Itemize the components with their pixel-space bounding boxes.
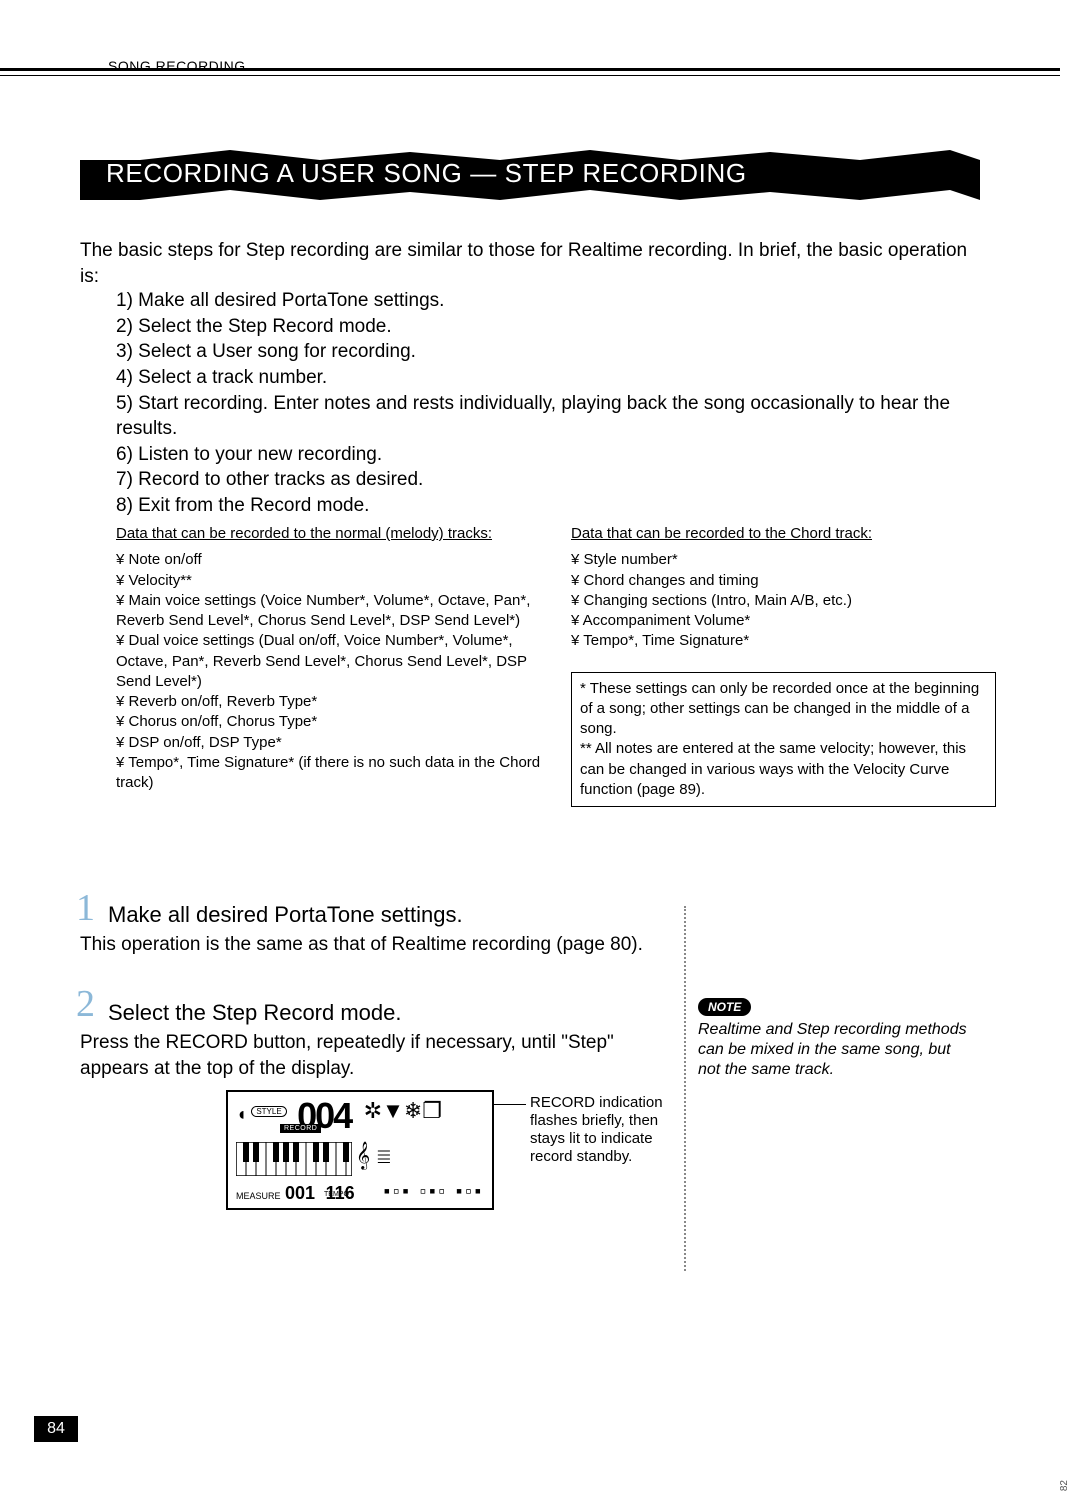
step-1: 1) Make all desired PortaTone settings. bbox=[116, 288, 986, 314]
lcd-icons: ✲▼❄❐ bbox=[364, 1098, 442, 1124]
chord-item: ¥ Style number* bbox=[571, 550, 996, 570]
melody-track-col: Data that can be recorded to the normal … bbox=[116, 524, 541, 807]
chord-item: ¥ Accompaniment Volume* bbox=[571, 611, 996, 631]
melody-heading: Data that can be recorded to the normal … bbox=[116, 524, 541, 544]
note-badge: NOTE bbox=[698, 998, 751, 1016]
callout-text: RECORD indication flashes briefly, then … bbox=[530, 1094, 690, 1166]
melody-item: ¥ Reverb on/off, Reverb Type* bbox=[116, 692, 541, 712]
lcd-staff-icon: 𝄞 ≣ bbox=[356, 1142, 391, 1170]
melody-item: ¥ Chorus on/off, Chorus Type* bbox=[116, 712, 541, 732]
side-number: 82 bbox=[1059, 1480, 1070, 1491]
step-8: 8) Exit from the Record mode. bbox=[116, 493, 986, 519]
vertical-divider bbox=[684, 906, 686, 1271]
step-number-2: 2 bbox=[76, 982, 95, 1026]
chord-track-col: Data that can be recorded to the Chord t… bbox=[571, 524, 996, 807]
lcd-style-label: STYLE bbox=[251, 1106, 286, 1117]
ribbon-title: RECORDING A USER SONG — STEP RECORDING bbox=[106, 158, 747, 189]
footnote-box: * These settings can only be recorded on… bbox=[571, 672, 996, 808]
chord-item: ¥ Changing sections (Intro, Main A/B, et… bbox=[571, 591, 996, 611]
lcd-track-indicators: ▪▫▪ ▫▪▫ ▪▫▪ bbox=[384, 1181, 484, 1202]
melody-item: ¥ Velocity** bbox=[116, 571, 541, 591]
note-body: Realtime and Step recording methods can … bbox=[698, 1020, 968, 1080]
section-ribbon: RECORDING A USER SONG — STEP RECORDING bbox=[80, 150, 980, 205]
lcd-keyboard-icon bbox=[236, 1142, 352, 1176]
step-4: 4) Select a track number. bbox=[116, 365, 986, 391]
step-2-body: Press the RECORD button, repeatedly if n… bbox=[80, 1030, 670, 1081]
chord-item: ¥ Chord changes and timing bbox=[571, 571, 996, 591]
melody-item: ¥ Tempo*, Time Signature* (if there is n… bbox=[116, 753, 541, 794]
header-rule-thin bbox=[0, 75, 1060, 76]
lcd-tempo-label: TEMPO bbox=[324, 1191, 349, 1198]
intro-text: The basic steps for Step recording are s… bbox=[80, 238, 980, 289]
step-2-heading: Select the Step Record mode. bbox=[108, 1000, 402, 1026]
basic-steps-list: 1) Make all desired PortaTone settings. … bbox=[116, 288, 986, 519]
lcd-measure-label: MEASURE bbox=[236, 1191, 281, 1201]
step-7: 7) Record to other tracks as desired. bbox=[116, 467, 986, 493]
step-5: 5) Start recording. Enter notes and rest… bbox=[116, 391, 986, 442]
lcd-measure-num: 001 bbox=[285, 1183, 315, 1203]
step-number-1: 1 bbox=[76, 886, 95, 930]
step-6: 6) Listen to your new recording. bbox=[116, 442, 986, 468]
step-2: 2) Select the Step Record mode. bbox=[116, 314, 986, 340]
chord-heading: Data that can be recorded to the Chord t… bbox=[571, 524, 996, 544]
page-number: 84 bbox=[34, 1416, 78, 1442]
lcd-display: ◖ STYLE 004 ✲▼❄❐ RECORD 𝄞 ≣ MEASURE 001 … bbox=[226, 1090, 494, 1210]
step-1-heading: Make all desired PortaTone settings. bbox=[108, 902, 463, 928]
melody-item: ¥ Dual voice settings (Dual on/off, Voic… bbox=[116, 631, 541, 692]
lcd-record-indicator: RECORD bbox=[280, 1124, 321, 1133]
melody-item: ¥ Note on/off bbox=[116, 550, 541, 570]
section-name: SONG RECORDING bbox=[108, 58, 246, 74]
step-3: 3) Select a User song for recording. bbox=[116, 339, 986, 365]
melody-item: ¥ Main voice settings (Voice Number*, Vo… bbox=[116, 591, 541, 632]
melody-item: ¥ DSP on/off, DSP Type* bbox=[116, 733, 541, 753]
footnote-1: * These settings can only be recorded on… bbox=[580, 679, 987, 740]
footnote-2: ** All notes are entered at the same vel… bbox=[580, 739, 987, 800]
data-columns: Data that can be recorded to the normal … bbox=[116, 524, 996, 807]
step-1-body: This operation is the same as that of Re… bbox=[80, 932, 660, 958]
chord-item: ¥ Tempo*, Time Signature* bbox=[571, 631, 996, 651]
callout-line bbox=[494, 1104, 526, 1105]
speaker-icon: ◖ bbox=[236, 1104, 247, 1125]
